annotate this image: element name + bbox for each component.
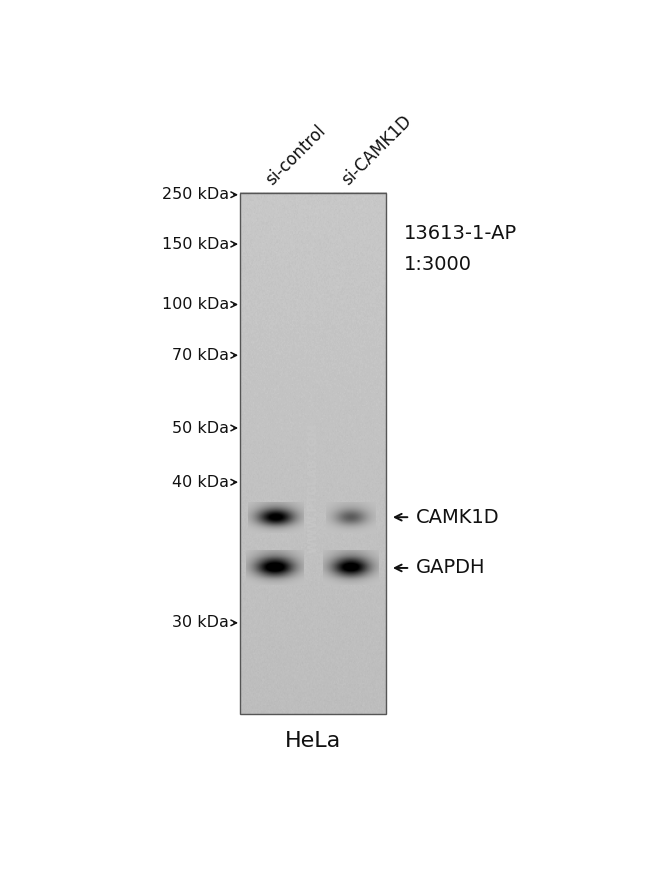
Text: 40 kDa: 40 kDa <box>172 475 229 490</box>
Text: CAMK1D: CAMK1D <box>416 508 500 527</box>
Text: 150 kDa: 150 kDa <box>162 237 229 251</box>
Bar <box>240 192 386 714</box>
Text: si-CAMK1D: si-CAMK1D <box>338 112 415 189</box>
Text: 250 kDa: 250 kDa <box>162 187 229 202</box>
Text: 30 kDa: 30 kDa <box>172 616 229 630</box>
Text: 100 kDa: 100 kDa <box>162 297 229 312</box>
Text: 50 kDa: 50 kDa <box>172 421 229 436</box>
Text: HeLa: HeLa <box>285 732 341 751</box>
Text: 1:3000: 1:3000 <box>404 255 472 274</box>
Text: 70 kDa: 70 kDa <box>172 347 229 363</box>
Text: WWW.PTGLAB.COM: WWW.PTGLAB.COM <box>307 422 320 552</box>
Text: 13613-1-AP: 13613-1-AP <box>404 225 517 243</box>
Text: si-control: si-control <box>263 122 330 189</box>
Text: GAPDH: GAPDH <box>416 559 486 577</box>
